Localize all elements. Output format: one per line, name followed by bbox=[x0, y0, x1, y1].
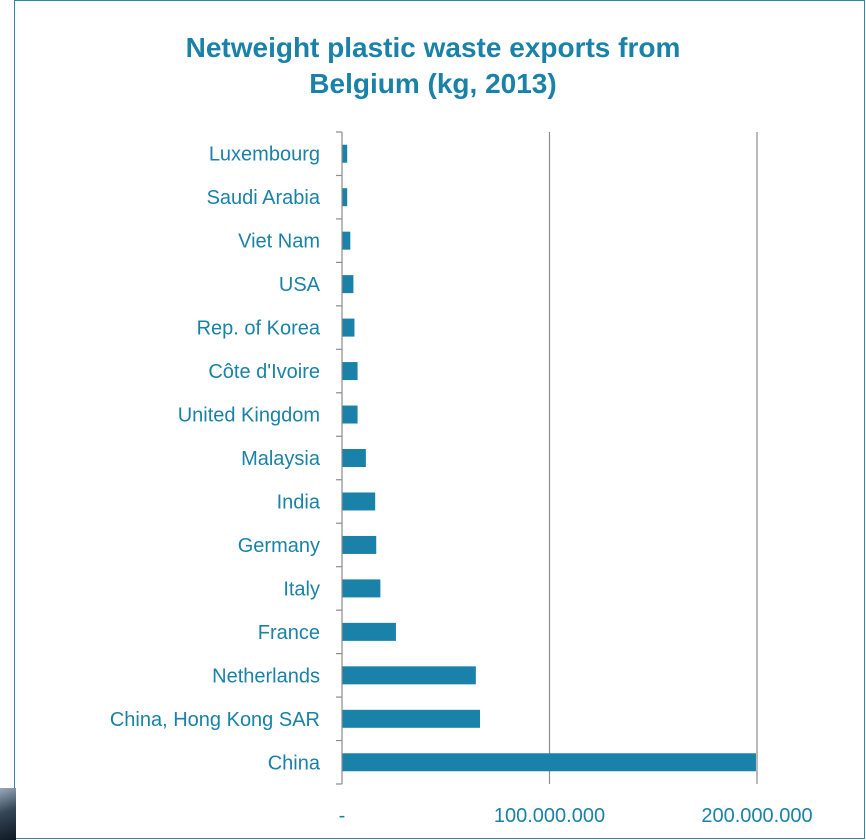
y-tick-label: Viet Nam bbox=[238, 231, 320, 253]
bar bbox=[342, 666, 476, 685]
y-tick-label: Germany bbox=[238, 535, 320, 557]
bar bbox=[342, 231, 351, 250]
bar bbox=[342, 579, 381, 598]
bar bbox=[342, 535, 377, 554]
chart-frame bbox=[14, 0, 865, 839]
bar bbox=[342, 753, 756, 772]
bar bbox=[342, 318, 355, 337]
chart-title-line-2: Belgium (kg, 2013) bbox=[309, 68, 557, 99]
y-tick-label: USA bbox=[279, 274, 321, 296]
chart-title-line-1: Netweight plastic waste exports from bbox=[185, 32, 681, 63]
y-tick-label: Luxembourg bbox=[209, 144, 320, 166]
bar bbox=[342, 492, 376, 511]
x-tick-label: 100.000.000 bbox=[494, 805, 605, 827]
bar bbox=[342, 405, 358, 424]
x-tick-label: - bbox=[339, 805, 346, 827]
y-tick-label: Saudi Arabia bbox=[207, 187, 321, 209]
y-tick-label: France bbox=[258, 622, 320, 644]
bar bbox=[342, 622, 396, 641]
chart-title: Netweight plastic waste exports from Bel… bbox=[0, 30, 866, 102]
bar bbox=[342, 709, 480, 728]
y-tick-label: Côte d'Ivoire bbox=[208, 361, 320, 383]
y-tick-label: Netherlands bbox=[212, 665, 320, 687]
y-tick-label: China bbox=[268, 752, 321, 774]
bar bbox=[342, 449, 366, 467]
bar bbox=[342, 362, 358, 381]
bar bbox=[342, 144, 348, 163]
corner-photo bbox=[0, 788, 16, 840]
y-tick-label: India bbox=[277, 491, 321, 513]
bar bbox=[342, 188, 348, 207]
y-tick-label: China, Hong Kong SAR bbox=[110, 709, 320, 731]
x-tick-label: 200.000.000 bbox=[701, 805, 812, 827]
y-tick-label: Malaysia bbox=[241, 448, 321, 470]
y-tick-label: Italy bbox=[283, 578, 320, 600]
y-tick-label: United Kingdom bbox=[178, 405, 320, 427]
bar bbox=[342, 275, 354, 294]
y-tick-label: Rep. of Korea bbox=[197, 318, 321, 340]
